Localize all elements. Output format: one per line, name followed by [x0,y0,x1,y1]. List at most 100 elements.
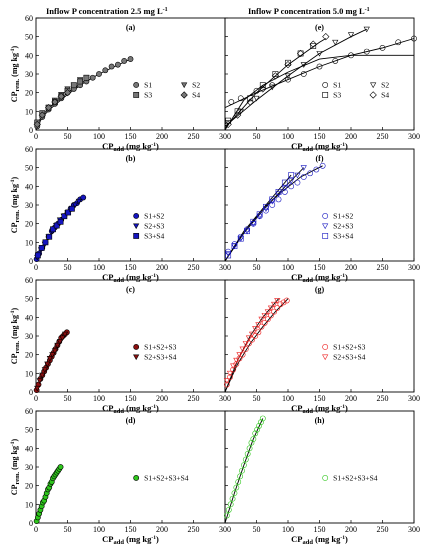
title-right: Inflow P concentration 5.0 mg L-1 [248,6,370,16]
x-tick-label: 50 [253,132,261,141]
data-point [322,33,330,41]
data-point [56,339,64,345]
data-point [255,329,262,336]
x-axis-label: CPadd (mg kg-1) [102,141,159,153]
series-s1-s2 [33,194,87,263]
y-tick-label: 0 [29,257,33,266]
data-point [229,495,236,502]
panel-g: 50 100 150 200 250 300 CPadd (mg kg-1) (g) S1+S2… [223,279,420,415]
x-tick-label: 200 [345,394,357,403]
y-tick-label: 0 [29,519,33,528]
x-tick-label: 150 [314,263,326,272]
data-point [46,233,53,240]
y-tick-label: 20 [25,482,33,491]
y-tick-label: 20 [25,89,33,98]
x-tick-label: 100 [282,394,294,403]
data-point [53,222,60,229]
panel-d: 0 50 100 150 200 250 300 0 10 20 30 40 50 60 CPrem. (m… [10,407,231,546]
x-tick-label: 300 [408,263,420,272]
x-axis-label: CPadd (mg kg-1) [291,272,348,284]
data-point [231,243,238,249]
x-tick-label: 250 [188,132,200,141]
data-point [275,191,282,198]
data-point [228,99,235,105]
x-tick-label: 100 [93,132,105,141]
x-tick-label: 50 [253,394,261,403]
series-s4 [224,33,330,129]
plot-frame [224,17,415,131]
legend-label: S1+S2 [144,211,164,220]
data-point [348,52,354,59]
data-point [285,59,291,66]
data-point [233,484,240,491]
data-point [239,467,245,474]
data-point [267,305,275,312]
data-point [89,74,96,81]
x-tick-label: 100 [93,263,105,272]
panel-label: (e) [315,23,324,32]
series-s2 [225,26,370,126]
legend-marker [322,354,329,361]
y-tick-label: 30 [25,70,33,79]
panel-h: 50 100 150 200 250 300 CPadd (mg kg-1) (h) S1+S2… [223,410,420,546]
x-tick-label: 300 [408,525,420,534]
y-tick-label: 60 [25,145,33,154]
x-tick-label: 50 [253,263,261,272]
data-point [259,82,266,89]
series-s3-s4 [34,205,75,259]
data-point [83,74,90,81]
legend-marker [181,82,188,89]
data-point [253,95,260,102]
data-point [239,346,246,353]
series-s2-s3-s4 [223,298,281,385]
data-point [227,374,233,380]
data-point [332,58,339,64]
series-s1-s2-s3-s4 [33,464,64,525]
data-point [233,357,240,364]
data-point [313,166,320,173]
series-s1-s2-s3-s4 [223,415,266,519]
data-point [261,320,268,326]
data-point [223,381,230,388]
data-point [243,228,251,235]
legend-marker [370,82,377,89]
y-axis-label: CPrem. (mg kg-1) [10,307,21,364]
data-point [57,218,64,225]
data-point [34,385,41,392]
data-point [259,85,267,93]
data-point [235,479,242,485]
y-axis-label: CPrem. (mg kg-1) [10,438,21,495]
data-point [237,108,244,115]
data-point [271,308,278,315]
fit-line [224,174,292,262]
plot-frame [35,17,226,131]
plot-frame [224,148,415,262]
data-point [285,76,291,83]
legend-label: S3+S4 [333,231,353,240]
data-point [379,44,386,51]
legend-label: S3+S4 [144,231,164,240]
data-point [236,352,243,358]
legend-label: S1+S2 [333,211,353,220]
x-tick-label: 250 [377,525,389,534]
data-point [271,72,280,80]
data-point [127,56,134,62]
data-point [262,206,270,212]
data-point [33,120,41,129]
data-point [41,367,48,373]
plot-frame [224,279,415,393]
data-point [240,462,247,469]
data-point [225,507,232,513]
x-tick-label: 200 [345,132,357,141]
y-tick-label: 20 [25,351,33,360]
data-point [284,73,292,80]
series-s3-s4 [225,172,295,259]
data-point [255,322,262,329]
legend-marker [322,213,329,219]
x-tick-label: 200 [156,263,168,272]
data-point [250,218,257,225]
data-point [269,198,276,205]
data-point [75,198,82,205]
data-point [275,196,282,203]
